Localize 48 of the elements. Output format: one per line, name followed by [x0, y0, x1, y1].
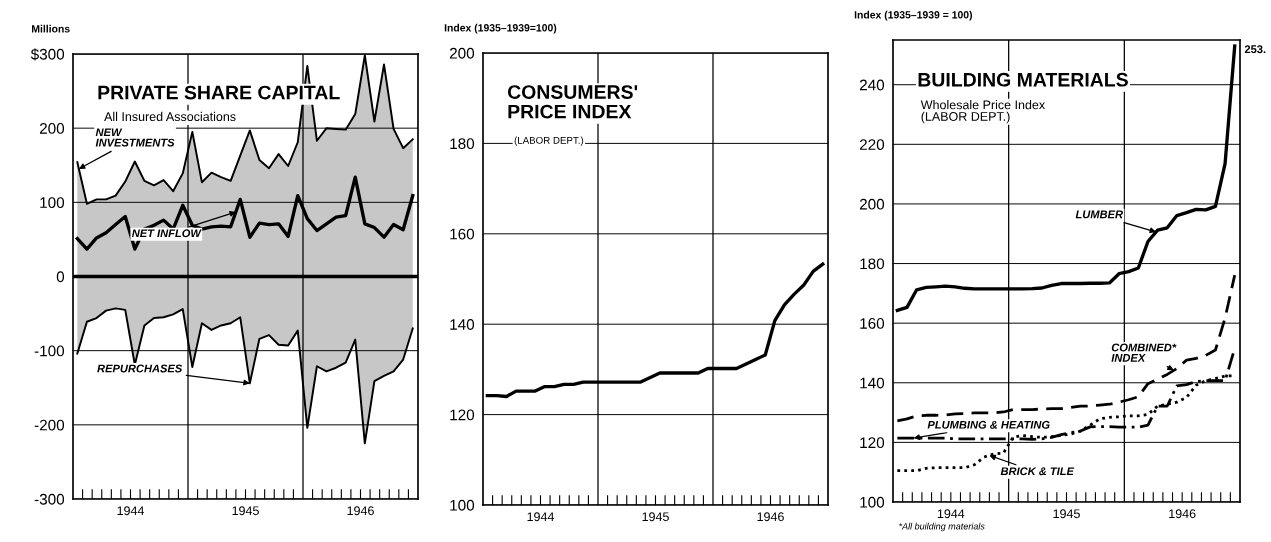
x-tick-label: 1946	[757, 512, 784, 522]
y-tick-label: 100	[40, 197, 65, 209]
y-tick-label: 100	[450, 499, 475, 511]
y-tick-label: 200	[859, 198, 885, 210]
x-tick-label: 1945	[232, 506, 259, 516]
x-tick-label: 1944	[527, 512, 555, 522]
y-tick-label: 120	[860, 437, 885, 449]
y-tick-label: 200	[39, 123, 65, 134]
x-tick-label: 1945	[1053, 509, 1080, 519]
y-axis-title: Index (1935–1939=100)	[444, 23, 557, 34]
y-tick-label: 240	[859, 79, 885, 91]
annotation: BRICK & TILE	[1000, 467, 1075, 476]
y-tick-label: -300	[34, 493, 65, 505]
annotation: COMBINED* INDEX	[1111, 343, 1177, 362]
y-tick-label: -200	[34, 419, 65, 431]
annotation: LUMBER	[1075, 210, 1123, 219]
y-tick-label: 140	[450, 319, 475, 330]
x-tick-label: 1946	[1169, 509, 1196, 519]
y-tick-label: $300	[30, 48, 65, 61]
annotation: REPURCHASES	[97, 364, 183, 373]
annotation: NEW INVESTMENTS	[95, 128, 175, 147]
y-tick-label: 120	[450, 409, 475, 421]
annotation: NET INFLOW	[131, 229, 202, 238]
y-tick-label: 180	[860, 258, 885, 270]
annotation: PLUMBING & HEATING	[927, 420, 1050, 429]
y-tick-label: 100	[860, 496, 885, 508]
x-tick-label: 1944	[117, 506, 145, 516]
y-tick-label: 160	[450, 228, 475, 240]
text: All Insured Associations	[104, 111, 236, 122]
y-tick-label: 0	[56, 271, 65, 283]
text: BUILDING MATERIALS	[918, 72, 1128, 87]
text: (LABOR DEPT.)	[514, 136, 584, 146]
y-tick-label: 160	[860, 318, 885, 329]
y-tick-label: 140	[860, 377, 885, 389]
data-label: 253.	[1244, 45, 1266, 54]
x-tick-label: 1946	[347, 506, 374, 516]
y-axis-title: Millions	[32, 24, 70, 33]
text: *All building materials	[899, 522, 985, 532]
x-tick-label: 1944	[937, 509, 965, 519]
x-tick-label: 1945	[642, 512, 669, 522]
y-tick-label: 200	[449, 47, 475, 59]
y-axis-title: Index (1935–1939 = 100)	[854, 10, 973, 21]
y-tick-label: -100	[34, 345, 65, 357]
y-tick-label: 220	[859, 139, 885, 151]
y-tick-label: 180	[450, 138, 475, 150]
text: PRIVATE SHARE CAPITAL	[98, 85, 340, 100]
text: Wholesale Price Index (LABOR DEPT.)	[920, 100, 1045, 124]
text: CONSUMERS' PRICE INDEX	[507, 85, 638, 119]
